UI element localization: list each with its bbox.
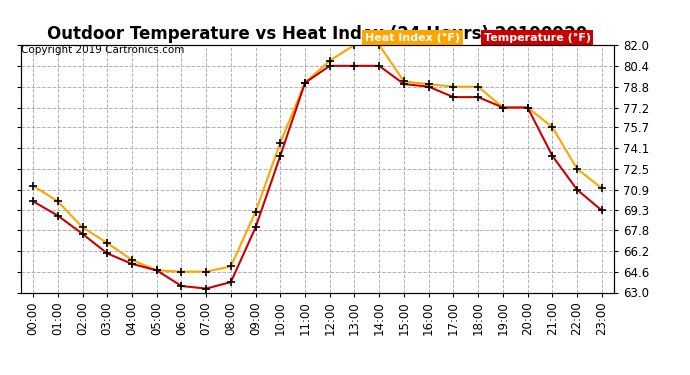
Title: Outdoor Temperature vs Heat Index (24 Hours) 20190920: Outdoor Temperature vs Heat Index (24 Ho… — [48, 26, 587, 44]
Text: Heat Index (°F): Heat Index (°F) — [365, 33, 460, 42]
Text: Temperature (°F): Temperature (°F) — [484, 33, 591, 42]
Text: Copyright 2019 Cartronics.com: Copyright 2019 Cartronics.com — [21, 45, 184, 55]
